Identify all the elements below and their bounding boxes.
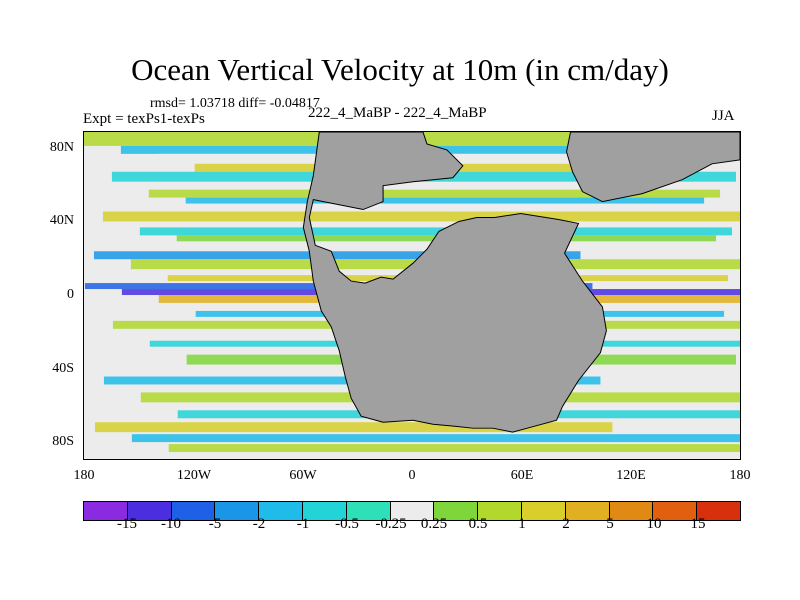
colorbar-label: 5 xyxy=(606,516,614,532)
stats-text: rmsd= 1.03718 diff= -0.04817 xyxy=(150,96,320,111)
y-tick-40S: 40S xyxy=(52,361,74,376)
map-plot xyxy=(83,131,741,460)
x-tick-60W: 60W xyxy=(289,468,317,483)
y-tick-0: 0 xyxy=(67,287,74,302)
colorbar-swatch xyxy=(346,502,391,520)
colorbar-label: -2 xyxy=(252,516,266,532)
colorbar-swatch xyxy=(697,502,740,520)
field-band xyxy=(102,211,740,222)
colorbar-label: 0.5 xyxy=(468,516,488,532)
x-tick-180W: 180 xyxy=(73,468,95,483)
x-tick-120W: 120W xyxy=(176,468,212,483)
x-tick-60E: 60E xyxy=(510,468,534,483)
field-band xyxy=(93,251,581,260)
field-band xyxy=(148,189,721,198)
field-band xyxy=(168,444,740,453)
colorbar-swatch xyxy=(521,502,566,520)
colorbar-swatch xyxy=(390,502,435,520)
x-tick-0: 0 xyxy=(408,468,416,483)
colorbar-swatch xyxy=(127,502,172,520)
experiment-label: Expt = texPs1-texPs xyxy=(83,111,205,127)
colorbar-label: 15 xyxy=(690,516,706,532)
land-continent xyxy=(302,132,740,433)
runs-label: 222_4_MaBP - 222_4_MaBP xyxy=(308,105,487,121)
x-tick-180E: 180 xyxy=(729,468,751,483)
colorbar-swatch xyxy=(215,502,260,520)
colorbar-label: 0.25 xyxy=(420,516,448,532)
field-band xyxy=(131,434,740,443)
season-label: JJA xyxy=(712,108,735,124)
y-tick-80S: 80S xyxy=(52,434,74,449)
colorbar-swatch xyxy=(565,502,610,520)
colorbar-swatch xyxy=(171,502,216,520)
colorbar-swatch xyxy=(478,502,522,520)
colorbar-swatch xyxy=(302,502,347,520)
colorbar-label: -0.25 xyxy=(375,516,407,532)
colorbar-swatch xyxy=(653,502,698,520)
field-band xyxy=(94,422,613,433)
y-tick-40N: 40N xyxy=(49,213,74,228)
colorbar-swatch xyxy=(434,502,479,520)
colorbar xyxy=(83,501,741,521)
y-tick-80N: 80N xyxy=(49,140,74,155)
colorbar-swatch xyxy=(84,502,128,520)
colorbar-label: -5 xyxy=(208,516,222,532)
colorbar-label: -15 xyxy=(117,516,137,532)
field-band xyxy=(139,227,733,236)
colorbar-swatch xyxy=(259,502,303,520)
chart-title: Ocean Vertical Velocity at 10m (in cm/da… xyxy=(131,52,669,87)
colorbar-label: 10 xyxy=(646,516,662,532)
colorbar-label: 1 xyxy=(518,516,526,532)
colorbar-label: -1 xyxy=(296,516,310,532)
x-tick-120E: 120E xyxy=(616,468,646,483)
colorbar-label: -0.5 xyxy=(335,516,359,532)
colorbar-swatch xyxy=(609,502,654,520)
colorbar-label: -10 xyxy=(161,516,181,532)
colorbar-label: 2 xyxy=(562,516,570,532)
field-band xyxy=(185,197,705,204)
